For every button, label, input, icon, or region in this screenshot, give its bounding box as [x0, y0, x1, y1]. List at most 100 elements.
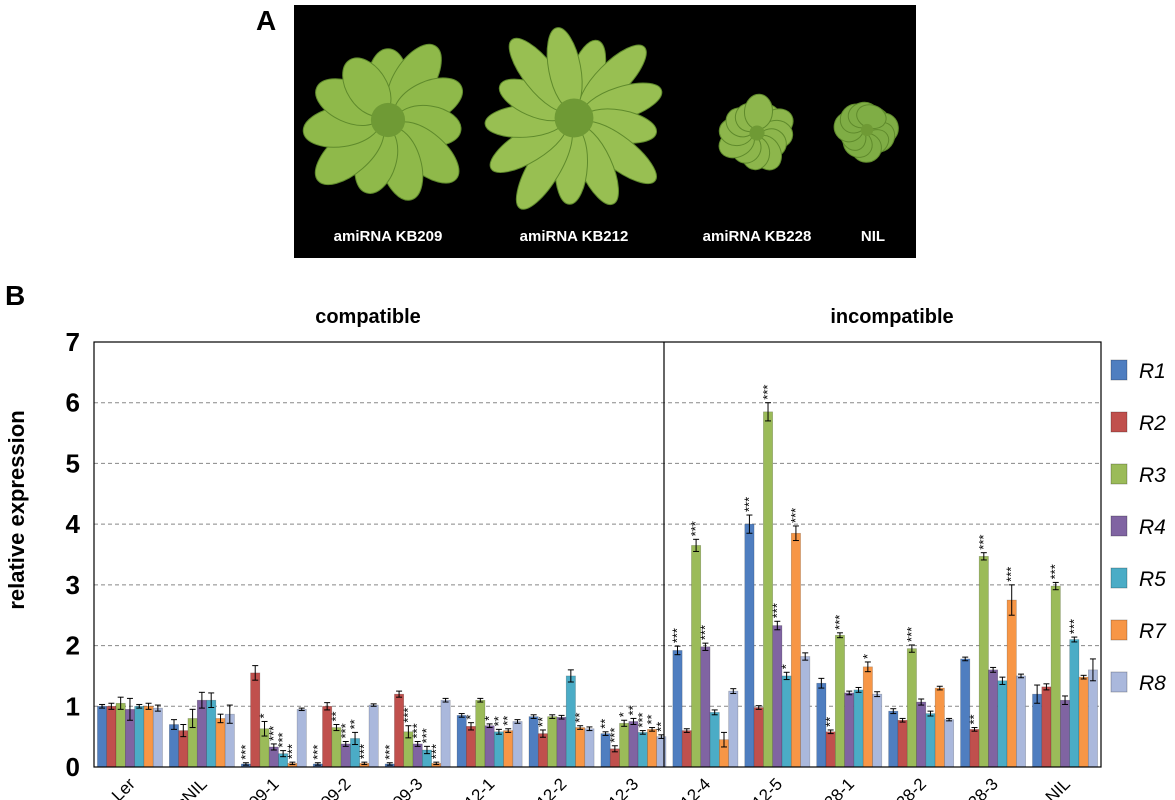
legend-swatch: [1110, 411, 1128, 433]
bar: [206, 699, 217, 768]
bar: [484, 725, 495, 768]
rosette-center: [860, 123, 874, 137]
error-bar: [99, 703, 106, 709]
error-bar: [864, 661, 871, 673]
bar: [681, 730, 692, 768]
error-bar: [333, 724, 340, 732]
y-tick-label: 6: [66, 388, 80, 418]
error-bar: [1089, 658, 1096, 682]
error-bar: [611, 745, 618, 753]
x-tick-label: KB212-2: [510, 774, 570, 800]
significance-star: *: [616, 712, 631, 717]
error-bar: [486, 723, 493, 729]
error-bar: [755, 705, 762, 710]
bar: [906, 648, 917, 768]
y-tick-label: 7: [66, 327, 80, 357]
error-bar: [899, 717, 906, 723]
error-bar: [433, 761, 440, 766]
error-bar: [792, 525, 799, 542]
legend-swatch: [1110, 671, 1128, 693]
bar: [1050, 585, 1061, 768]
error-bar: [783, 671, 790, 681]
error-bar: [314, 762, 321, 766]
legend-label: R7: [1139, 620, 1167, 643]
bar: [691, 545, 702, 768]
bar: [556, 716, 567, 768]
error-bar: [145, 702, 152, 710]
significance-star: **: [598, 719, 613, 729]
error-bar: [530, 714, 537, 719]
error-bar: [639, 730, 646, 735]
error-bar: [198, 691, 205, 709]
error-bar: [1018, 673, 1025, 679]
significance-star: **: [967, 714, 982, 724]
error-bar: [621, 719, 628, 727]
significance-star: *: [463, 715, 478, 720]
bar: [825, 731, 836, 768]
y-tick-label: 2: [66, 631, 80, 661]
significance-star: ***: [400, 708, 415, 723]
error-bar: [890, 708, 897, 715]
legend-item: R3: [1110, 463, 1166, 487]
significance-star: ***: [266, 726, 281, 741]
legend-label: R5: [1139, 568, 1166, 591]
bar: [700, 646, 711, 768]
error-bar: [414, 741, 421, 747]
error-bar: [658, 734, 665, 739]
x-tick-label: KB209-3: [366, 774, 426, 800]
significance-star: ***: [976, 534, 991, 549]
error-bar: [126, 697, 133, 721]
error-bar: [405, 725, 412, 739]
legend-swatch: [1110, 619, 1128, 641]
error-bar: [908, 644, 915, 653]
bar: [456, 715, 467, 768]
x-tick-label: KB209-1: [222, 774, 282, 800]
error-bar: [396, 690, 403, 698]
bar: [196, 699, 207, 768]
bar: [763, 411, 773, 768]
significance-star: ***: [419, 728, 434, 743]
x-tick-label: cNIL: [173, 774, 211, 800]
error-bar: [261, 720, 268, 737]
bar: [475, 699, 486, 768]
error-bar: [1008, 584, 1015, 616]
legend-swatch: [1110, 463, 1128, 485]
x-tick-label: KB212-3: [582, 774, 642, 800]
error-bar: [549, 714, 556, 719]
legend-item: R2: [1110, 411, 1166, 435]
bar: [772, 625, 783, 768]
bar: [115, 702, 126, 768]
significance-star: ***: [1004, 567, 1019, 582]
error-bar: [1062, 695, 1069, 705]
error-bar: [827, 729, 834, 735]
x-tick-label: KB209-2: [294, 774, 354, 800]
significance-star: **: [535, 717, 550, 727]
bar: [988, 669, 999, 768]
x-tick-label: KB228-1: [798, 774, 858, 800]
significance-stars: ************* ************* **************…: [238, 385, 1081, 760]
x-tick-label: KB212-4: [654, 774, 714, 800]
error-bar: [1052, 581, 1059, 591]
significance-star: ***: [832, 615, 847, 630]
significance-star: ***: [1048, 564, 1063, 579]
error-bar: [468, 722, 475, 731]
bar: [537, 733, 548, 768]
error-bar: [730, 688, 737, 695]
error-bar: [874, 691, 881, 698]
bar: [1032, 693, 1043, 768]
bar: [872, 693, 883, 768]
bar: [728, 690, 739, 768]
x-tick-labels: Ler cNIL KB209-1 KB209-2 KB209-3 KB212-1 KB212…: [108, 774, 1074, 800]
y-tick-label: 5: [66, 448, 80, 478]
plot-frame: [93, 341, 1102, 768]
bar: [106, 705, 117, 768]
significance-star: **: [572, 713, 587, 723]
bar: [503, 730, 514, 768]
significance-star: ***: [338, 723, 353, 738]
bar: [672, 650, 683, 768]
error-bar: [683, 728, 690, 733]
bar: [709, 712, 720, 768]
error-bar: [649, 727, 656, 732]
significance-star: *: [482, 716, 497, 721]
significance-star: ***: [238, 745, 253, 760]
